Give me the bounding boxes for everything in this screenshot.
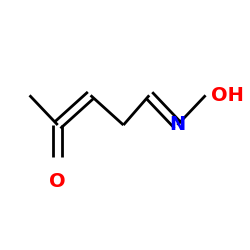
- Text: OH: OH: [212, 86, 244, 105]
- Text: O: O: [50, 172, 66, 191]
- Text: N: N: [169, 116, 186, 134]
